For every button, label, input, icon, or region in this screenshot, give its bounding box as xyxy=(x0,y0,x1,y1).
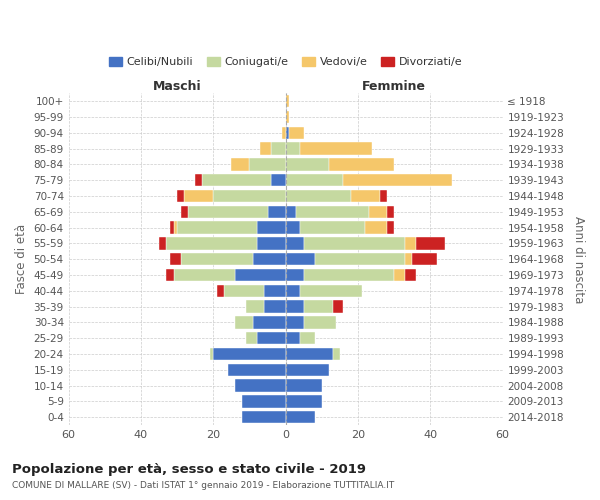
Bar xyxy=(209,348,213,360)
Bar xyxy=(235,380,286,392)
Bar xyxy=(166,269,173,281)
Bar xyxy=(235,269,286,281)
Bar xyxy=(286,111,289,123)
Bar xyxy=(369,206,387,218)
Bar xyxy=(286,206,296,218)
Bar xyxy=(332,348,340,360)
Bar xyxy=(253,316,286,328)
Bar xyxy=(405,253,412,266)
Y-axis label: Anni di nascita: Anni di nascita xyxy=(572,216,585,303)
Bar xyxy=(232,158,250,170)
Bar xyxy=(202,174,271,186)
Bar xyxy=(181,253,253,266)
Bar xyxy=(412,253,437,266)
Bar xyxy=(416,238,445,250)
Bar xyxy=(286,126,289,139)
Bar xyxy=(304,300,332,313)
Bar xyxy=(300,142,373,155)
Bar xyxy=(264,300,286,313)
Bar xyxy=(253,253,286,266)
Bar xyxy=(264,284,286,297)
Bar xyxy=(286,284,300,297)
Bar xyxy=(271,142,286,155)
Bar xyxy=(365,222,387,234)
Bar xyxy=(286,300,304,313)
Bar xyxy=(268,206,286,218)
Bar xyxy=(314,253,405,266)
Bar xyxy=(343,174,452,186)
Bar xyxy=(289,126,304,139)
Bar xyxy=(286,411,314,424)
Bar xyxy=(217,284,224,297)
Bar xyxy=(286,269,304,281)
Bar xyxy=(394,269,405,281)
Bar xyxy=(387,222,394,234)
Bar xyxy=(250,158,286,170)
Bar xyxy=(181,206,188,218)
Text: Maschi: Maschi xyxy=(153,80,202,94)
Bar xyxy=(286,238,304,250)
Bar xyxy=(286,158,329,170)
Bar xyxy=(286,348,332,360)
Bar xyxy=(304,238,405,250)
Bar xyxy=(286,253,314,266)
Bar xyxy=(173,222,177,234)
Bar xyxy=(242,396,286,407)
Bar xyxy=(286,95,289,108)
Bar xyxy=(188,206,268,218)
Bar xyxy=(246,332,257,344)
Bar xyxy=(286,332,300,344)
Bar xyxy=(224,284,264,297)
Text: Femmine: Femmine xyxy=(362,80,426,94)
Bar xyxy=(405,269,416,281)
Bar xyxy=(286,380,322,392)
Bar xyxy=(300,222,365,234)
Legend: Celibi/Nubili, Coniugati/e, Vedovi/e, Divorziati/e: Celibi/Nubili, Coniugati/e, Vedovi/e, Di… xyxy=(104,52,467,72)
Bar xyxy=(332,300,343,313)
Bar xyxy=(329,158,394,170)
Bar xyxy=(166,238,257,250)
Bar xyxy=(228,364,286,376)
Bar xyxy=(173,269,235,281)
Bar xyxy=(286,190,350,202)
Bar xyxy=(350,190,380,202)
Bar xyxy=(235,316,253,328)
Bar xyxy=(304,316,336,328)
Bar xyxy=(260,142,271,155)
Text: Popolazione per età, sesso e stato civile - 2019: Popolazione per età, sesso e stato civil… xyxy=(12,462,366,475)
Bar xyxy=(170,222,173,234)
Bar xyxy=(405,238,416,250)
Bar xyxy=(304,269,394,281)
Bar xyxy=(246,300,264,313)
Bar xyxy=(184,190,213,202)
Bar xyxy=(380,190,387,202)
Bar xyxy=(286,222,300,234)
Bar xyxy=(296,206,369,218)
Bar xyxy=(242,411,286,424)
Bar xyxy=(387,206,394,218)
Bar xyxy=(286,142,300,155)
Bar xyxy=(195,174,202,186)
Bar xyxy=(300,332,314,344)
Text: COMUNE DI MALLARE (SV) - Dati ISTAT 1° gennaio 2019 - Elaborazione TUTTITALIA.IT: COMUNE DI MALLARE (SV) - Dati ISTAT 1° g… xyxy=(12,481,394,490)
Bar xyxy=(213,348,286,360)
Bar xyxy=(257,222,286,234)
Bar xyxy=(257,238,286,250)
Bar xyxy=(286,316,304,328)
Bar xyxy=(170,253,181,266)
Bar xyxy=(257,332,286,344)
Bar xyxy=(213,190,286,202)
Bar xyxy=(271,174,286,186)
Bar xyxy=(177,190,184,202)
Y-axis label: Fasce di età: Fasce di età xyxy=(15,224,28,294)
Bar xyxy=(159,238,166,250)
Bar xyxy=(286,396,322,407)
Bar xyxy=(282,126,286,139)
Bar xyxy=(300,284,362,297)
Bar xyxy=(177,222,257,234)
Bar xyxy=(286,174,343,186)
Bar xyxy=(286,364,329,376)
